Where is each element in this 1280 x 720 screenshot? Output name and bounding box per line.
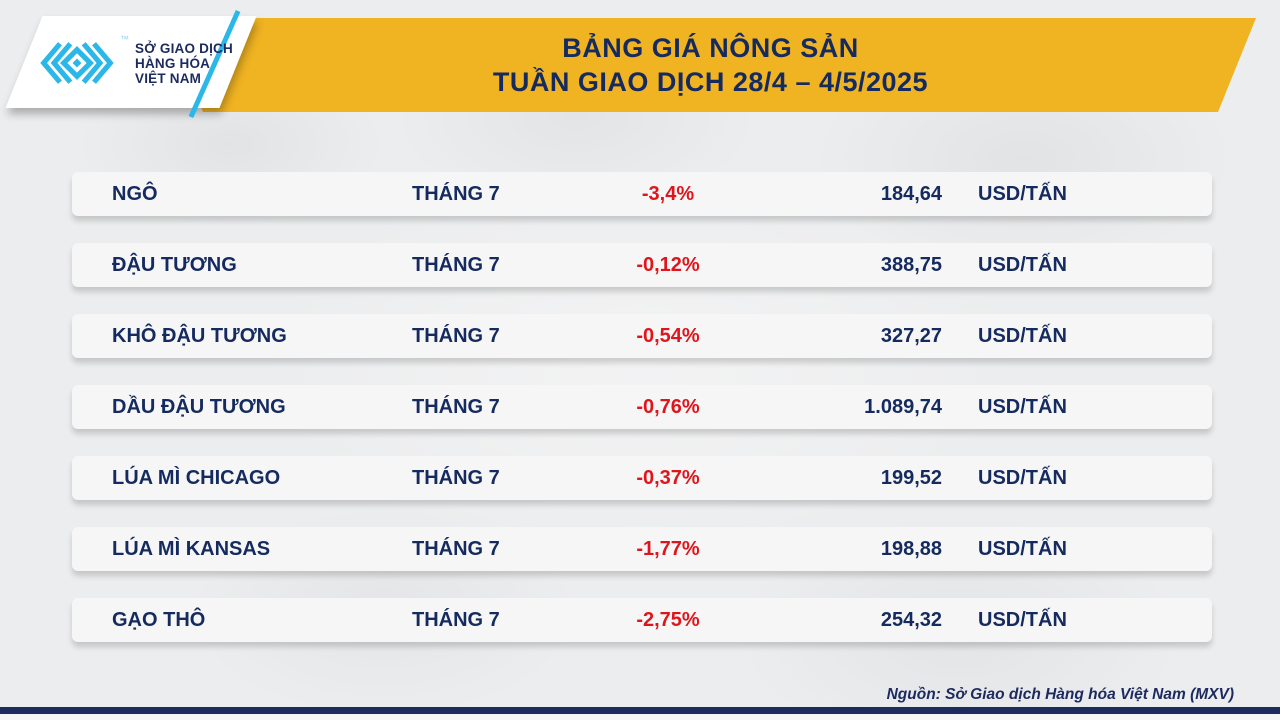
table-row: ĐẬU TƯƠNG THÁNG 7 -0,12% 388,75 USD/TẤN bbox=[72, 243, 1212, 287]
bottom-navy-bar bbox=[0, 707, 1280, 714]
change-percent: -0,37% bbox=[636, 466, 700, 489]
contract-month: THÁNG 7 bbox=[412, 395, 500, 418]
table-row: DẦU ĐẬU TƯƠNG THÁNG 7 -0,76% 1.089,74 US… bbox=[72, 385, 1212, 429]
commodity-name: ĐẬU TƯƠNG bbox=[112, 253, 237, 276]
logo-line-2: HÀNG HÓA bbox=[135, 55, 211, 71]
contract-month: THÁNG 7 bbox=[412, 324, 500, 347]
table-row: GẠO THÔ THÁNG 7 -2,75% 254,32 USD/TẤN bbox=[72, 598, 1212, 642]
price-unit: USD/TẤN bbox=[978, 466, 1067, 489]
price-value: 388,75 bbox=[880, 253, 942, 276]
contract-month: THÁNG 7 bbox=[412, 608, 500, 631]
table-row: LÚA MÌ CHICAGO THÁNG 7 -0,37% 199,52 USD… bbox=[72, 456, 1212, 500]
change-percent: -0,54% bbox=[636, 324, 700, 347]
contract-month: THÁNG 7 bbox=[412, 182, 500, 205]
source-attribution: Nguồn: Sở Giao dịch Hàng hóa Việt Nam (M… bbox=[886, 686, 1234, 703]
logo-line-1: SỞ GIAO DỊCH bbox=[135, 40, 233, 56]
table-row: KHÔ ĐẬU TƯƠNG THÁNG 7 -0,54% 327,27 USD/… bbox=[72, 314, 1212, 358]
commodity-name: LÚA MÌ KANSAS bbox=[112, 537, 271, 560]
commodity-name: LÚA MÌ CHICAGO bbox=[112, 466, 281, 489]
price-value: 1.089,74 bbox=[864, 395, 942, 418]
mxv-logo: ™ SỞ GIAO DỊCH HÀNG HÓA VIỆT NAM bbox=[40, 24, 250, 102]
table-row: NGÔ THÁNG 7 -3,4% 184,64 USD/TẤN bbox=[72, 172, 1212, 216]
price-unit: USD/TẤN bbox=[978, 537, 1067, 560]
title-banner: BẢNG GIÁ NÔNG SẢN TUẦN GIAO DỊCH 28/4 – … bbox=[165, 18, 1256, 112]
price-value: 199,52 bbox=[880, 466, 942, 489]
logo-wordmark: SỞ GIAO DỊCH HÀNG HÓA VIỆT NAM bbox=[135, 41, 233, 86]
change-percent: -2,75% bbox=[636, 608, 700, 631]
price-value: 198,88 bbox=[880, 537, 942, 560]
bottom-light-strip bbox=[0, 714, 1280, 720]
contract-month: THÁNG 7 bbox=[412, 466, 500, 489]
change-percent: -0,12% bbox=[636, 253, 700, 276]
page-subtitle: TUẦN GIAO DỊCH 28/4 – 4/5/2025 bbox=[492, 67, 929, 97]
contract-month: THÁNG 7 bbox=[412, 537, 500, 560]
mxv-diamond-logo-icon bbox=[40, 42, 114, 84]
commodity-name: DẦU ĐẬU TƯƠNG bbox=[112, 395, 286, 418]
price-value: 327,27 bbox=[880, 324, 942, 347]
change-percent: -1,77% bbox=[636, 537, 700, 560]
trademark-symbol: ™ bbox=[120, 34, 129, 44]
commodity-name: NGÔ bbox=[112, 182, 158, 205]
price-table: NGÔ THÁNG 7 -3,4% 184,64 USD/TẤN ĐẬU TƯƠ… bbox=[72, 172, 1212, 669]
change-percent: -0,76% bbox=[636, 395, 700, 418]
contract-month: THÁNG 7 bbox=[412, 253, 500, 276]
price-unit: USD/TẤN bbox=[978, 608, 1067, 631]
commodity-name: GẠO THÔ bbox=[112, 608, 206, 631]
commodity-name: KHÔ ĐẬU TƯƠNG bbox=[112, 324, 287, 347]
price-unit: USD/TẤN bbox=[978, 324, 1067, 347]
change-percent: -3,4% bbox=[641, 182, 695, 205]
table-row: LÚA MÌ KANSAS THÁNG 7 -1,77% 198,88 USD/… bbox=[72, 527, 1212, 571]
price-value: 254,32 bbox=[880, 608, 942, 631]
price-unit: USD/TẤN bbox=[978, 395, 1067, 418]
price-unit: USD/TẤN bbox=[978, 253, 1067, 276]
price-unit: USD/TẤN bbox=[978, 182, 1067, 205]
logo-line-3: VIỆT NAM bbox=[135, 70, 202, 86]
page-title: BẢNG GIÁ NÔNG SẢN bbox=[562, 33, 859, 63]
price-value: 184,64 bbox=[880, 182, 942, 205]
